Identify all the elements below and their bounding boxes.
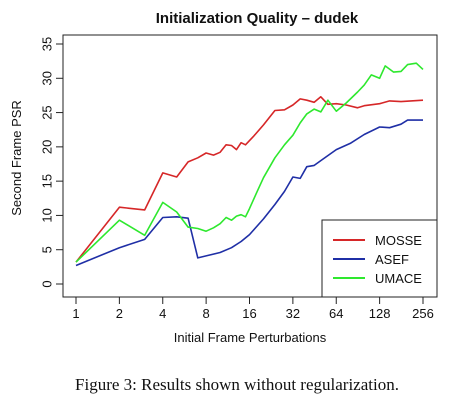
legend-label-umace: UMACE (375, 271, 422, 286)
y-tick-label: 35 (40, 37, 55, 51)
figure-caption: Figure 3: Results shown without regulari… (75, 375, 399, 394)
y-tick-label: 25 (40, 105, 55, 119)
x-tick-label: 2 (116, 306, 123, 321)
series-line-umace (75, 62, 424, 263)
series-line-mosse (75, 96, 424, 263)
x-tick-label: 16 (242, 306, 256, 321)
x-axis: 1 2 4 8 16 32 64 128 256 (72, 297, 434, 321)
y-tick-label: 30 (40, 71, 55, 85)
x-axis-label: Initial Frame Perturbations (174, 330, 327, 345)
chart-title: Initialization Quality – dudek (156, 10, 359, 27)
legend-label-mosse: MOSSE (375, 233, 422, 248)
y-tick-label: 0 (40, 280, 55, 287)
y-tick-label: 20 (40, 140, 55, 154)
y-axis: 0 5 10 15 20 25 30 35 (40, 37, 63, 288)
x-tick-label: 8 (203, 306, 210, 321)
x-tick-label: 1 (72, 306, 79, 321)
x-tick-label: 64 (329, 306, 343, 321)
x-tick-label: 128 (369, 306, 391, 321)
x-tick-label: 4 (159, 306, 166, 321)
y-tick-label: 5 (40, 246, 55, 253)
series-layer (75, 62, 424, 267)
legend-label-asef: ASEF (375, 252, 409, 267)
y-tick-label: 10 (40, 208, 55, 222)
series-line-asef (75, 119, 423, 267)
x-tick-label: 256 (412, 306, 434, 321)
y-axis-label: Second Frame PSR (9, 100, 24, 216)
legend: MOSSE ASEF UMACE (321, 219, 438, 298)
x-tick-label: 32 (286, 306, 300, 321)
y-tick-label: 15 (40, 174, 55, 188)
chart: Initialization Quality – dudek Second Fr… (9, 10, 438, 345)
